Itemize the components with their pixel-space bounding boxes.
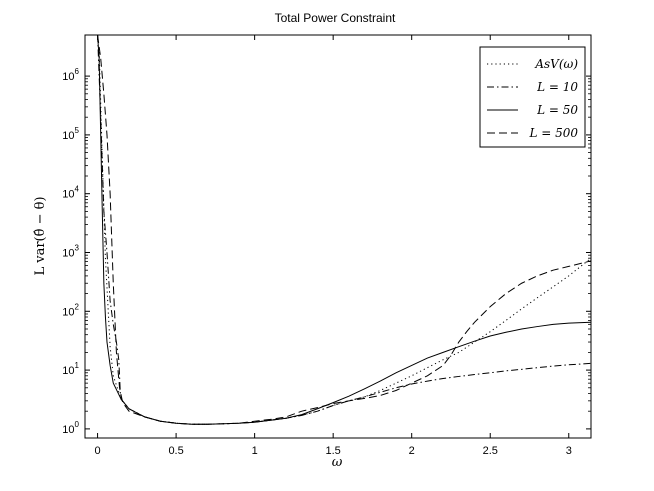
- y-tick-label: 104: [62, 185, 79, 201]
- legend-label: L = 500: [528, 126, 578, 140]
- series-line-solid: [97, 35, 591, 425]
- series-line-dashed: [97, 35, 591, 425]
- x-tick-label: 2.5: [483, 445, 498, 457]
- legend-label: L = 50: [536, 103, 578, 117]
- x-axis-label: ω: [332, 455, 343, 470]
- x-tick-label: 0.5: [168, 445, 183, 457]
- y-axis-label: L var(θ̂ − θ): [33, 196, 48, 275]
- legend-label: AsV(ω): [534, 57, 578, 71]
- series-line-dotted: [98, 48, 591, 425]
- x-tick-label: 1.5: [326, 445, 341, 457]
- y-tick-label: 102: [62, 302, 79, 318]
- series-line-dashdot: [97, 35, 591, 425]
- plot-area: [84, 34, 592, 439]
- y-tick-label: 105: [62, 126, 79, 142]
- y-tick-label: 101: [62, 361, 79, 377]
- legend-label: L = 10: [536, 80, 578, 94]
- x-tick-label: 1: [252, 445, 258, 457]
- legend-box: [479, 46, 586, 148]
- y-tick-label: 100: [62, 420, 79, 436]
- x-tick-label: 2: [409, 445, 415, 457]
- y-tick-label: 103: [62, 243, 79, 259]
- x-tick-label: 3: [566, 445, 572, 457]
- legend: AsV(ω) L = 10 L = 50 L = 500: [479, 46, 586, 148]
- chart-title: Total Power Constraint: [275, 11, 396, 25]
- x-tick-label: 0: [95, 445, 101, 457]
- y-tick-label: 106: [62, 67, 79, 83]
